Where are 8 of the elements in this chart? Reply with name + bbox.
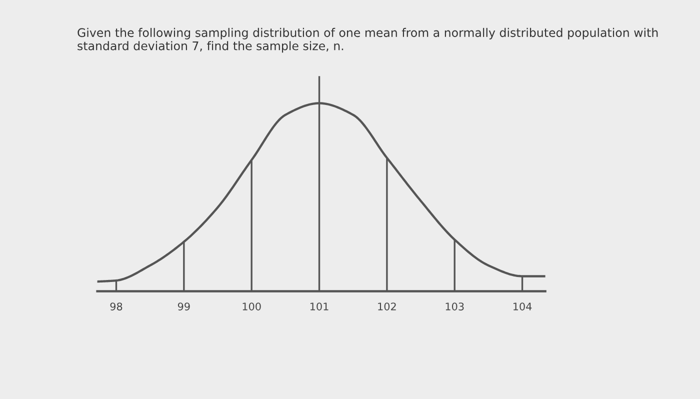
chart-title: Given the following sampling distribution of one mean from a normally distributed population with standard deviation 7, find the sample size, n. <box>78 28 658 53</box>
x-tick-label: 101 <box>310 302 328 310</box>
x-tick-label: 99 <box>178 302 190 310</box>
x-tick-label: 100 <box>242 302 261 310</box>
x-tick-label: 102 <box>378 302 396 310</box>
x-tick-label: 103 <box>446 302 464 310</box>
x-tick-label: 104 <box>513 302 532 310</box>
x-tick-label: 98 <box>110 302 122 310</box>
